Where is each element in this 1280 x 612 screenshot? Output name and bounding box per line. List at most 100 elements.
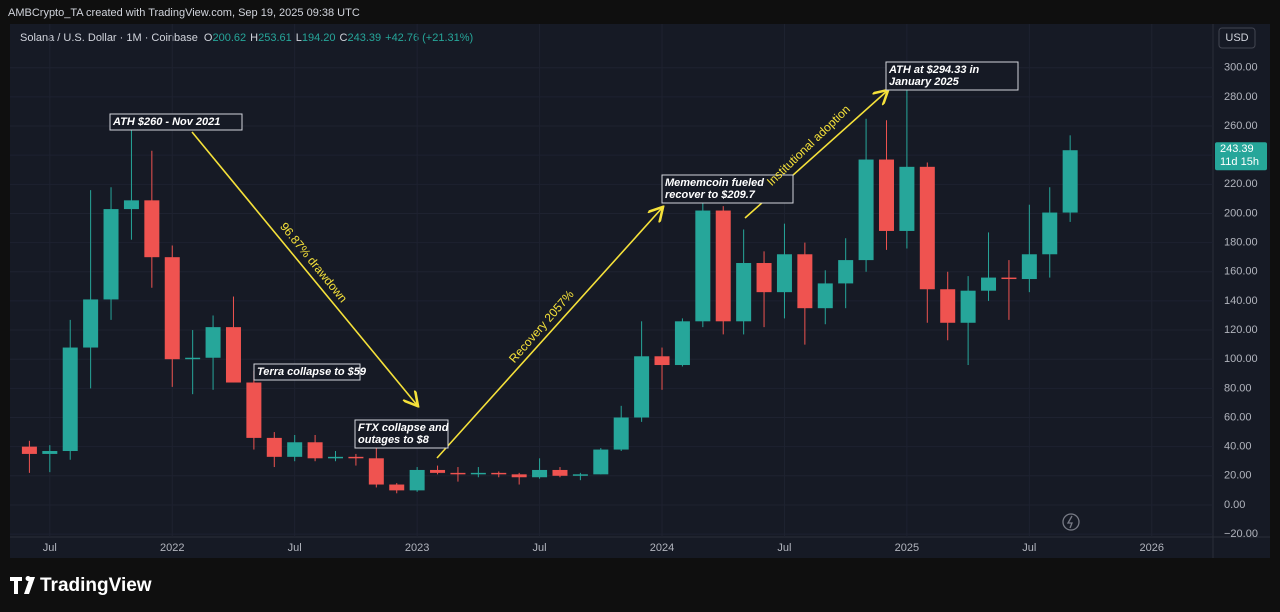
- annotation-box: [885, 61, 1019, 91]
- annotation-text: ATH $260 - Nov 2021: [112, 116, 220, 128]
- plot: −20.00 0.00 20.00 40.00 60.00 80.00 100.00 120.…: [10, 24, 1267, 554]
- y-tick-label: 260.00: [1224, 120, 1258, 132]
- candle-body: [756, 263, 772, 293]
- candle-body: [328, 456, 344, 459]
- legend-item: C: [340, 32, 348, 44]
- annotation-text: recover to $209.7: [665, 189, 756, 201]
- candle-body: [21, 446, 37, 454]
- candle-body: [348, 456, 364, 459]
- candle-body: [552, 469, 568, 476]
- logo-mark: [10, 576, 35, 594]
- price-label-box: [1215, 142, 1267, 171]
- candle-body: [960, 290, 976, 323]
- x-tick-label: Jul: [777, 542, 791, 554]
- candle-body: [940, 289, 956, 323]
- candle-body: [593, 449, 609, 475]
- candle-body: [185, 357, 201, 360]
- chart-panel: [10, 24, 1270, 558]
- y-tick-label: 280.00: [1224, 91, 1258, 103]
- annotation-text: Mememcoin fueled: [665, 177, 764, 189]
- x-tick-label: Jul: [533, 542, 547, 554]
- candle-body: [1021, 254, 1037, 280]
- candle-body: [736, 263, 752, 322]
- candle-body: [205, 327, 221, 358]
- candle-body: [368, 458, 384, 485]
- legend: Solana / U.S. Dollar · 1M · Coinbase O200…: [20, 32, 473, 44]
- annotation-text: outages to $8: [358, 434, 430, 446]
- x-tick-label: Jul: [1022, 542, 1036, 554]
- candle-body: [878, 159, 894, 231]
- candle-body: [287, 442, 303, 457]
- logo: TradingView: [10, 575, 152, 596]
- legend-item: O: [204, 32, 213, 44]
- candle-body: [144, 200, 160, 258]
- candle-body: [858, 159, 874, 261]
- y-tick-label: 180.00: [1224, 237, 1258, 249]
- x-tick-label: 2026: [1140, 542, 1164, 554]
- annotation-box: [354, 419, 449, 449]
- countdown: 11d 15h: [1220, 156, 1259, 168]
- x-tick-label: 2023: [405, 542, 429, 554]
- legend-item: 194.20: [302, 32, 336, 44]
- legend-item: +42.76 (+21.31%): [385, 32, 473, 44]
- candle-body: [225, 327, 241, 383]
- candle-body: [613, 417, 629, 450]
- candle-body: [776, 254, 792, 293]
- y-tick-label: 300.00: [1224, 62, 1258, 74]
- y-tick-label: 20.00: [1224, 470, 1252, 482]
- y-tick-label: 100.00: [1224, 353, 1258, 365]
- candle-body: [1062, 150, 1078, 213]
- candle-body: [1001, 277, 1017, 280]
- legend-item: 253.61: [258, 32, 292, 44]
- legend-item: 200.62: [212, 32, 246, 44]
- candle-body: [634, 356, 650, 418]
- candle-body: [450, 472, 466, 475]
- candle-body: [266, 437, 282, 457]
- y-tick-label: 40.00: [1224, 441, 1252, 453]
- candle-body: [797, 254, 813, 309]
- candle-body: [981, 277, 997, 291]
- logo-text: TradingView: [40, 575, 152, 596]
- header: AMBCrypto_TA created with TradingView.co…: [8, 7, 360, 19]
- annotation-text: January 2025: [889, 76, 960, 88]
- legend-item: Solana / U.S. Dollar · 1M · Coinbase: [20, 32, 198, 44]
- candle-body: [715, 210, 731, 322]
- candle-body: [123, 200, 139, 210]
- candle-body: [511, 474, 527, 478]
- candle-body: [246, 382, 262, 438]
- candle-body: [409, 469, 425, 491]
- y-tick-label: 120.00: [1224, 324, 1258, 336]
- price-label: 243.39: [1220, 143, 1254, 155]
- annotation-text: ATH at $294.33 in: [888, 64, 980, 76]
- currency-box[interactable]: [1218, 27, 1256, 49]
- candle-body: [532, 469, 548, 478]
- candle-body: [389, 484, 405, 491]
- replay-icon-bolt: [1066, 515, 1073, 529]
- candle-body: [817, 283, 833, 309]
- y-tick-label: 0.00: [1224, 499, 1245, 511]
- candle-body: [491, 472, 507, 475]
- candle-body: [695, 210, 711, 322]
- legend-item: 243.39: [347, 32, 381, 44]
- y-tick-label: 220.00: [1224, 178, 1258, 190]
- y-tick-label: −20.00: [1224, 528, 1258, 540]
- candle-body: [899, 166, 915, 231]
- annotation-text: FTX collapse and: [358, 422, 449, 434]
- candle-body: [919, 166, 935, 290]
- replay-icon[interactable]: [1062, 513, 1080, 531]
- currency[interactable]: USD: [1225, 32, 1248, 44]
- candle-body: [164, 257, 180, 360]
- y-tick-label: 140.00: [1224, 295, 1258, 307]
- y-tick-label: 160.00: [1224, 266, 1258, 278]
- candle-body: [430, 469, 446, 473]
- x-tick-label: 2025: [895, 542, 919, 554]
- annotation-box: [109, 113, 243, 131]
- legend-item: H: [250, 32, 258, 44]
- y-tick-label: 60.00: [1224, 411, 1252, 423]
- candle-body: [103, 209, 119, 300]
- x-tick-label: Jul: [43, 542, 57, 554]
- x-tick-label: 2024: [650, 542, 674, 554]
- x-tick-label: 2022: [160, 542, 184, 554]
- arrow: [436, 208, 662, 459]
- candle-body: [62, 347, 78, 452]
